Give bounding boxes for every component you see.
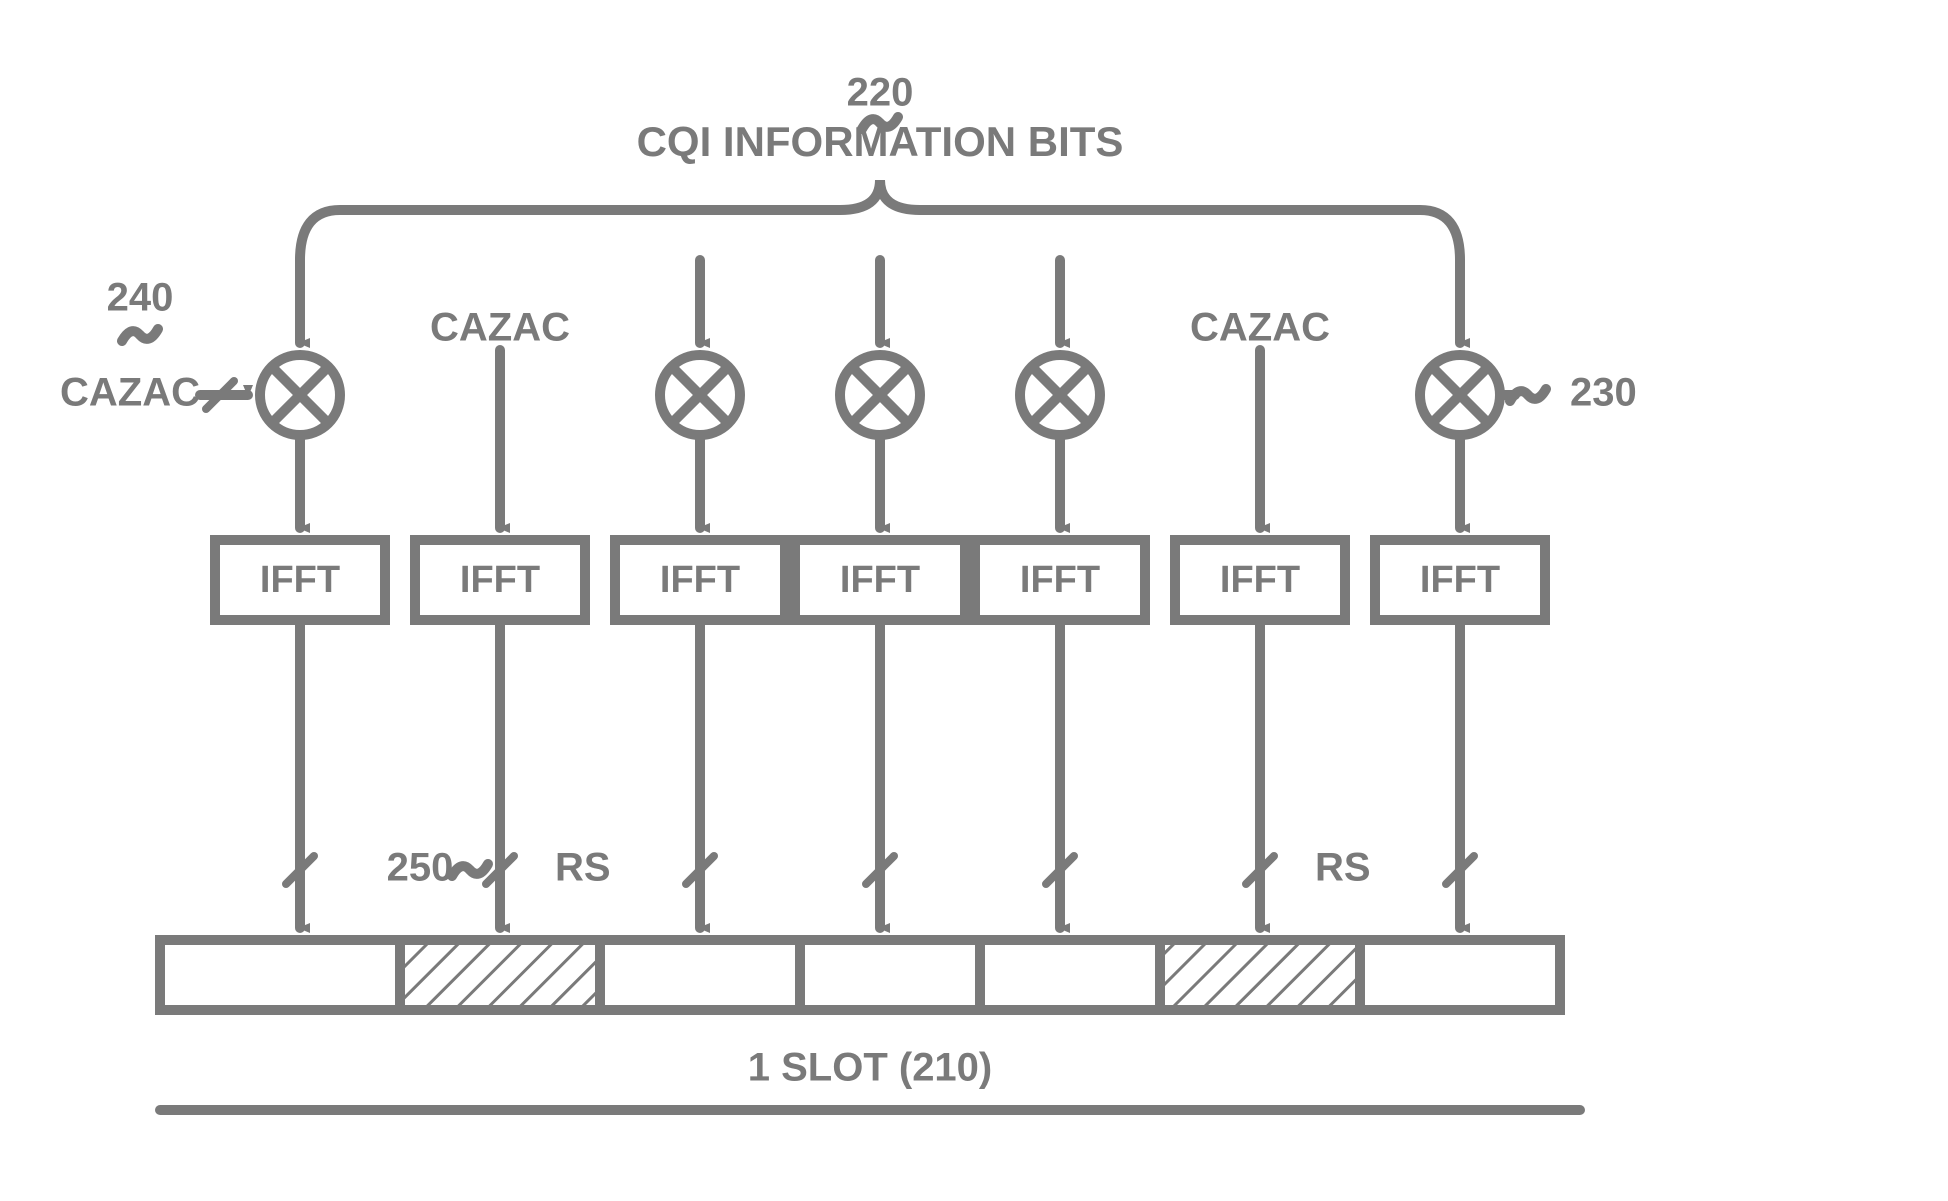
ifft-label: IFFT: [260, 559, 340, 601]
slot-blank: [600, 940, 800, 1010]
cazac-label: CAZAC: [430, 306, 570, 350]
slot-hatched: [400, 940, 600, 1010]
ifft-label: IFFT: [1020, 559, 1100, 601]
slot-blank: [980, 940, 1160, 1010]
ifft-label: IFFT: [840, 559, 920, 601]
title-cqi: CQI INFORMATION BITS: [637, 118, 1124, 165]
rs-label: RS: [555, 846, 611, 890]
ifft-label: IFFT: [1420, 559, 1500, 601]
slot-blank: [800, 940, 980, 1010]
ref-240-tilde: [122, 329, 158, 341]
ref-230-tilde: [1510, 389, 1546, 401]
slot-hatched: [1160, 940, 1360, 1010]
cazac-label: CAZAC: [1190, 306, 1330, 350]
slot-blank: [160, 940, 400, 1010]
diagram-root: 220CQI INFORMATION BITS IFFT CAZAC IFFT RS IF…: [0, 0, 1948, 1201]
ref-240: 240: [107, 276, 174, 320]
ref-220: 220: [847, 71, 914, 115]
rs-label: RS: [1315, 846, 1371, 890]
ref-250-tilde: [452, 864, 488, 876]
ref-230: 230: [1570, 371, 1637, 415]
slot-label: 1 SLOT (210): [748, 1046, 993, 1090]
ifft-label: IFFT: [660, 559, 740, 601]
ifft-label: IFFT: [460, 559, 540, 601]
ref-250: 250: [387, 846, 454, 890]
cazac-left-label: CAZAC: [60, 371, 200, 415]
curly-brace: [300, 180, 1460, 260]
slot-blank: [1360, 940, 1560, 1010]
ifft-label: IFFT: [1220, 559, 1300, 601]
